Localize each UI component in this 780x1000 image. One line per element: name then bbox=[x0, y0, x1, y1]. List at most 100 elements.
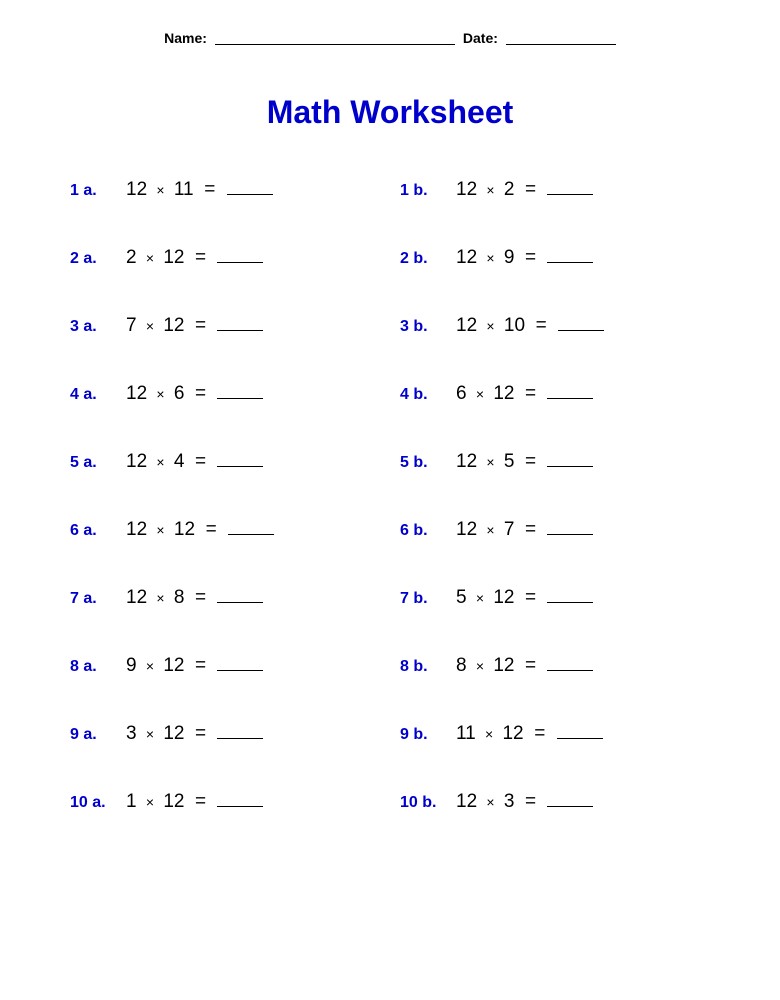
problem-9a: 9 a.3 × 12 = bbox=[70, 723, 380, 745]
problem-8a: 8 a.9 × 12 = bbox=[70, 655, 380, 677]
problem-number: 4 b. bbox=[400, 386, 456, 404]
equals-sign: = bbox=[525, 451, 536, 472]
operand-b: 6 bbox=[174, 383, 185, 404]
problem-expression: 12 × 6 = bbox=[126, 383, 263, 405]
answer-input-line[interactable] bbox=[547, 249, 593, 263]
equals-sign: = bbox=[525, 383, 536, 404]
operand-a: 12 bbox=[456, 315, 477, 336]
equals-sign: = bbox=[534, 723, 545, 744]
answer-input-line[interactable] bbox=[558, 317, 604, 331]
multiply-icon: × bbox=[472, 590, 488, 606]
multiply-icon: × bbox=[482, 318, 498, 334]
equals-sign: = bbox=[195, 791, 206, 812]
problem-expression: 6 × 12 = bbox=[456, 383, 593, 405]
equals-sign: = bbox=[195, 723, 206, 744]
problem-number: 1 b. bbox=[400, 182, 456, 200]
problem-expression: 12 × 7 = bbox=[456, 519, 593, 541]
operand-b: 12 bbox=[502, 723, 523, 744]
operand-b: 12 bbox=[163, 723, 184, 744]
operand-a: 12 bbox=[126, 587, 147, 608]
problem-expression: 11 × 12 = bbox=[456, 723, 603, 745]
answer-input-line[interactable] bbox=[217, 385, 263, 399]
date-label: Date: bbox=[463, 30, 498, 46]
date-input-line[interactable] bbox=[506, 31, 616, 45]
equals-sign: = bbox=[204, 179, 215, 200]
multiply-icon: × bbox=[142, 658, 158, 674]
problem-6b: 6 b.12 × 7 = bbox=[400, 519, 710, 541]
operand-a: 2 bbox=[126, 247, 137, 268]
multiply-icon: × bbox=[142, 318, 158, 334]
problem-expression: 12 × 8 = bbox=[126, 587, 263, 609]
problem-number: 7 b. bbox=[400, 590, 456, 608]
answer-input-line[interactable] bbox=[547, 181, 593, 195]
problem-number: 9 b. bbox=[400, 726, 456, 744]
equals-sign: = bbox=[525, 791, 536, 812]
multiply-icon: × bbox=[482, 182, 498, 198]
answer-input-line[interactable] bbox=[557, 725, 603, 739]
worksheet-title: Math Worksheet bbox=[50, 94, 730, 131]
problem-expression: 7 × 12 = bbox=[126, 315, 263, 337]
equals-sign: = bbox=[195, 655, 206, 676]
operand-b: 5 bbox=[504, 451, 515, 472]
operand-b: 8 bbox=[174, 587, 185, 608]
problem-number: 5 a. bbox=[70, 454, 126, 472]
problem-3b: 3 b.12 × 10 = bbox=[400, 315, 710, 337]
answer-input-line[interactable] bbox=[217, 453, 263, 467]
name-input-line[interactable] bbox=[215, 31, 455, 45]
equals-sign: = bbox=[525, 247, 536, 268]
answer-input-line[interactable] bbox=[547, 385, 593, 399]
multiply-icon: × bbox=[142, 250, 158, 266]
answer-input-line[interactable] bbox=[217, 317, 263, 331]
problem-4a: 4 a.12 × 6 = bbox=[70, 383, 380, 405]
answer-input-line[interactable] bbox=[217, 725, 263, 739]
answer-input-line[interactable] bbox=[228, 521, 274, 535]
answer-input-line[interactable] bbox=[227, 181, 273, 195]
problem-expression: 5 × 12 = bbox=[456, 587, 593, 609]
multiply-icon: × bbox=[152, 182, 168, 198]
problem-expression: 2 × 12 = bbox=[126, 247, 263, 269]
answer-input-line[interactable] bbox=[547, 589, 593, 603]
equals-sign: = bbox=[525, 179, 536, 200]
problem-expression: 12 × 10 = bbox=[456, 315, 604, 337]
problem-number: 8 a. bbox=[70, 658, 126, 676]
multiply-icon: × bbox=[142, 726, 158, 742]
problem-number: 6 a. bbox=[70, 522, 126, 540]
equals-sign: = bbox=[206, 519, 217, 540]
operand-a: 12 bbox=[456, 451, 477, 472]
answer-input-line[interactable] bbox=[217, 589, 263, 603]
problem-number: 4 a. bbox=[70, 386, 126, 404]
multiply-icon: × bbox=[482, 454, 498, 470]
operand-b: 10 bbox=[504, 315, 525, 336]
answer-input-line[interactable] bbox=[217, 657, 263, 671]
answer-input-line[interactable] bbox=[547, 453, 593, 467]
operand-a: 12 bbox=[126, 179, 147, 200]
equals-sign: = bbox=[525, 519, 536, 540]
operand-b: 12 bbox=[493, 655, 514, 676]
problem-number: 7 a. bbox=[70, 590, 126, 608]
operand-a: 1 bbox=[126, 791, 137, 812]
equals-sign: = bbox=[195, 383, 206, 404]
problem-number: 9 a. bbox=[70, 726, 126, 744]
equals-sign: = bbox=[536, 315, 547, 336]
name-label: Name: bbox=[164, 30, 207, 46]
multiply-icon: × bbox=[152, 386, 168, 402]
problem-6a: 6 a.12 × 12 = bbox=[70, 519, 380, 541]
problem-number: 2 b. bbox=[400, 250, 456, 268]
answer-input-line[interactable] bbox=[547, 521, 593, 535]
worksheet-header: Name: Date: bbox=[50, 30, 730, 46]
answer-input-line[interactable] bbox=[217, 793, 263, 807]
equals-sign: = bbox=[195, 587, 206, 608]
problem-2b: 2 b.12 × 9 = bbox=[400, 247, 710, 269]
problem-1a: 1 a.12 × 11 = bbox=[70, 179, 380, 201]
operand-b: 11 bbox=[174, 179, 194, 200]
problem-2a: 2 a.2 × 12 = bbox=[70, 247, 380, 269]
answer-input-line[interactable] bbox=[547, 657, 593, 671]
problem-expression: 12 × 9 = bbox=[456, 247, 593, 269]
problem-number: 3 b. bbox=[400, 318, 456, 336]
operand-b: 9 bbox=[504, 247, 515, 268]
answer-input-line[interactable] bbox=[217, 249, 263, 263]
problem-expression: 12 × 12 = bbox=[126, 519, 274, 541]
answer-input-line[interactable] bbox=[547, 793, 593, 807]
problem-number: 3 a. bbox=[70, 318, 126, 336]
operand-b: 12 bbox=[493, 587, 514, 608]
